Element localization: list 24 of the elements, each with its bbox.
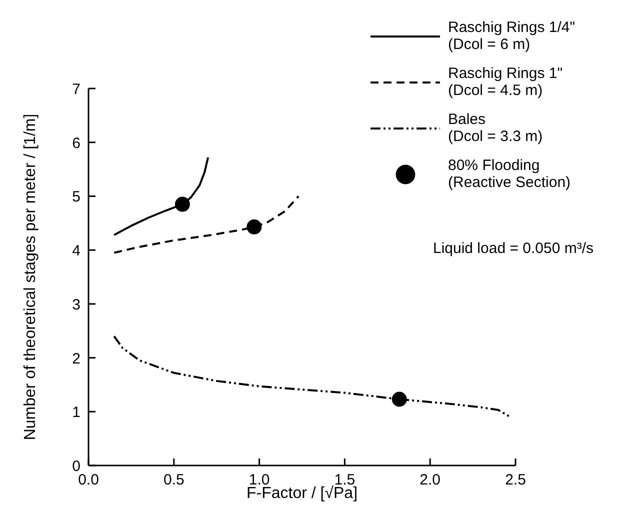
x-tick-label: 2.0 [420, 472, 441, 488]
point [246, 219, 262, 234]
annotation: Liquid load = 0.050 m³/s [432, 240, 594, 257]
line-series [113, 156, 210, 236]
y-tick-label: 3 [72, 296, 80, 314]
y-tick-label: 5 [72, 188, 80, 206]
legend-label: Raschig Rings 1" (Dcol = 4.5 m) [448, 65, 563, 99]
y-tick-label: 0 [72, 458, 80, 475]
y-tick-label: 4 [72, 242, 80, 260]
y-tick-label: 6 [72, 134, 80, 152]
legend-label: Raschig Rings 1/4" (Dcol = 6 m) [448, 19, 576, 53]
line-series [113, 195, 300, 254]
y-tick-label: 7 [72, 81, 80, 98]
point [174, 196, 190, 212]
line-series [113, 335, 512, 418]
point [392, 392, 407, 407]
legend-label: Bales (Dcol = 3.3 m) [448, 111, 543, 145]
y-tick-label: 2 [72, 350, 80, 368]
x-tick-label: 2.5 [505, 472, 526, 488]
legend-label: 80% Flooding (Reactive Section) [448, 157, 571, 191]
x-tick-label: 0.0 [78, 472, 99, 488]
y-tick-label: 1 [72, 404, 80, 422]
y-axis-title: Number of theoretical stages per meter / [1/m] [22, 114, 39, 440]
x-tick-label: 0.5 [163, 472, 184, 488]
